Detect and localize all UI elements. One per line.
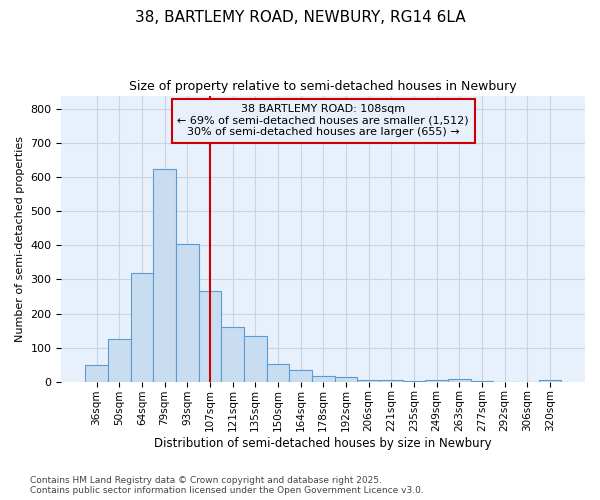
Bar xyxy=(244,336,266,382)
Bar xyxy=(335,378,357,382)
Text: 38, BARTLEMY ROAD, NEWBURY, RG14 6LA: 38, BARTLEMY ROAD, NEWBURY, RG14 6LA xyxy=(134,10,466,25)
Y-axis label: Number of semi-detached properties: Number of semi-detached properties xyxy=(15,136,25,342)
X-axis label: Distribution of semi-detached houses by size in Newbury: Distribution of semi-detached houses by … xyxy=(154,437,492,450)
Bar xyxy=(380,380,403,382)
Bar xyxy=(131,272,153,382)
Text: 38 BARTLEMY ROAD: 108sqm
← 69% of semi-detached houses are smaller (1,512)
30% o: 38 BARTLEMY ROAD: 108sqm ← 69% of semi-d… xyxy=(178,104,469,138)
Bar xyxy=(221,327,244,382)
Text: Contains HM Land Registry data © Crown copyright and database right 2025.
Contai: Contains HM Land Registry data © Crown c… xyxy=(30,476,424,495)
Title: Size of property relative to semi-detached houses in Newbury: Size of property relative to semi-detach… xyxy=(130,80,517,93)
Bar xyxy=(448,379,470,382)
Bar xyxy=(312,376,335,382)
Bar xyxy=(289,370,312,382)
Bar xyxy=(108,339,131,382)
Bar xyxy=(357,380,380,382)
Bar xyxy=(176,244,199,382)
Bar xyxy=(425,380,448,382)
Bar xyxy=(153,169,176,382)
Bar xyxy=(199,292,221,382)
Bar xyxy=(85,364,108,382)
Bar xyxy=(539,380,561,382)
Bar xyxy=(266,364,289,382)
